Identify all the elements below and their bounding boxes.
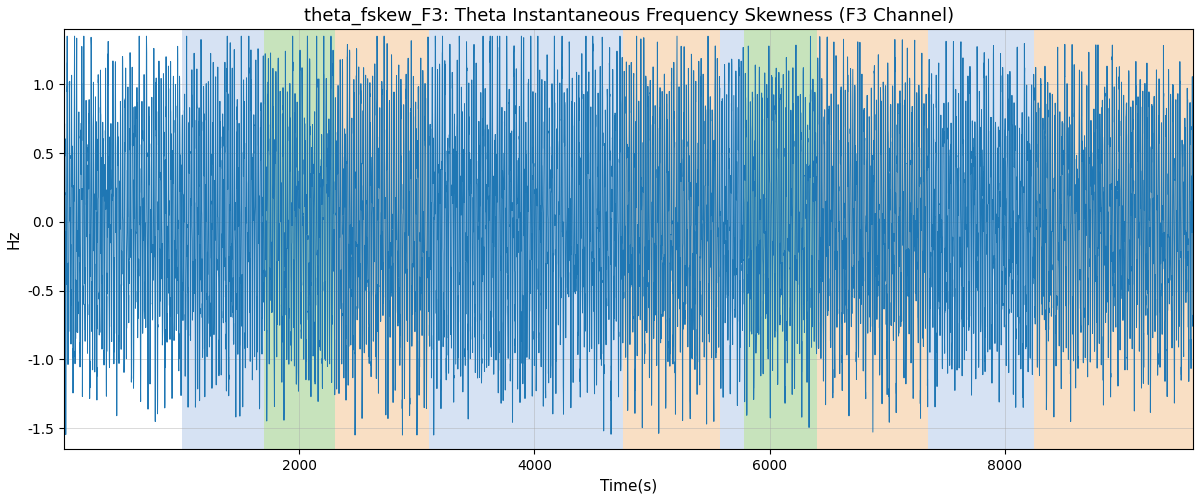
Y-axis label: Hz: Hz — [7, 230, 22, 249]
Bar — [1034, 30, 1193, 449]
Bar — [181, 30, 264, 449]
Bar — [929, 30, 1034, 449]
Bar — [744, 30, 817, 449]
Bar — [623, 30, 720, 449]
Bar — [720, 30, 744, 449]
Bar — [264, 30, 335, 449]
Bar — [335, 30, 428, 449]
Bar — [428, 30, 623, 449]
Title: theta_fskew_F3: Theta Instantaneous Frequency Skewness (F3 Channel): theta_fskew_F3: Theta Instantaneous Freq… — [304, 7, 954, 25]
X-axis label: Time(s): Time(s) — [600, 478, 658, 493]
Bar — [817, 30, 929, 449]
